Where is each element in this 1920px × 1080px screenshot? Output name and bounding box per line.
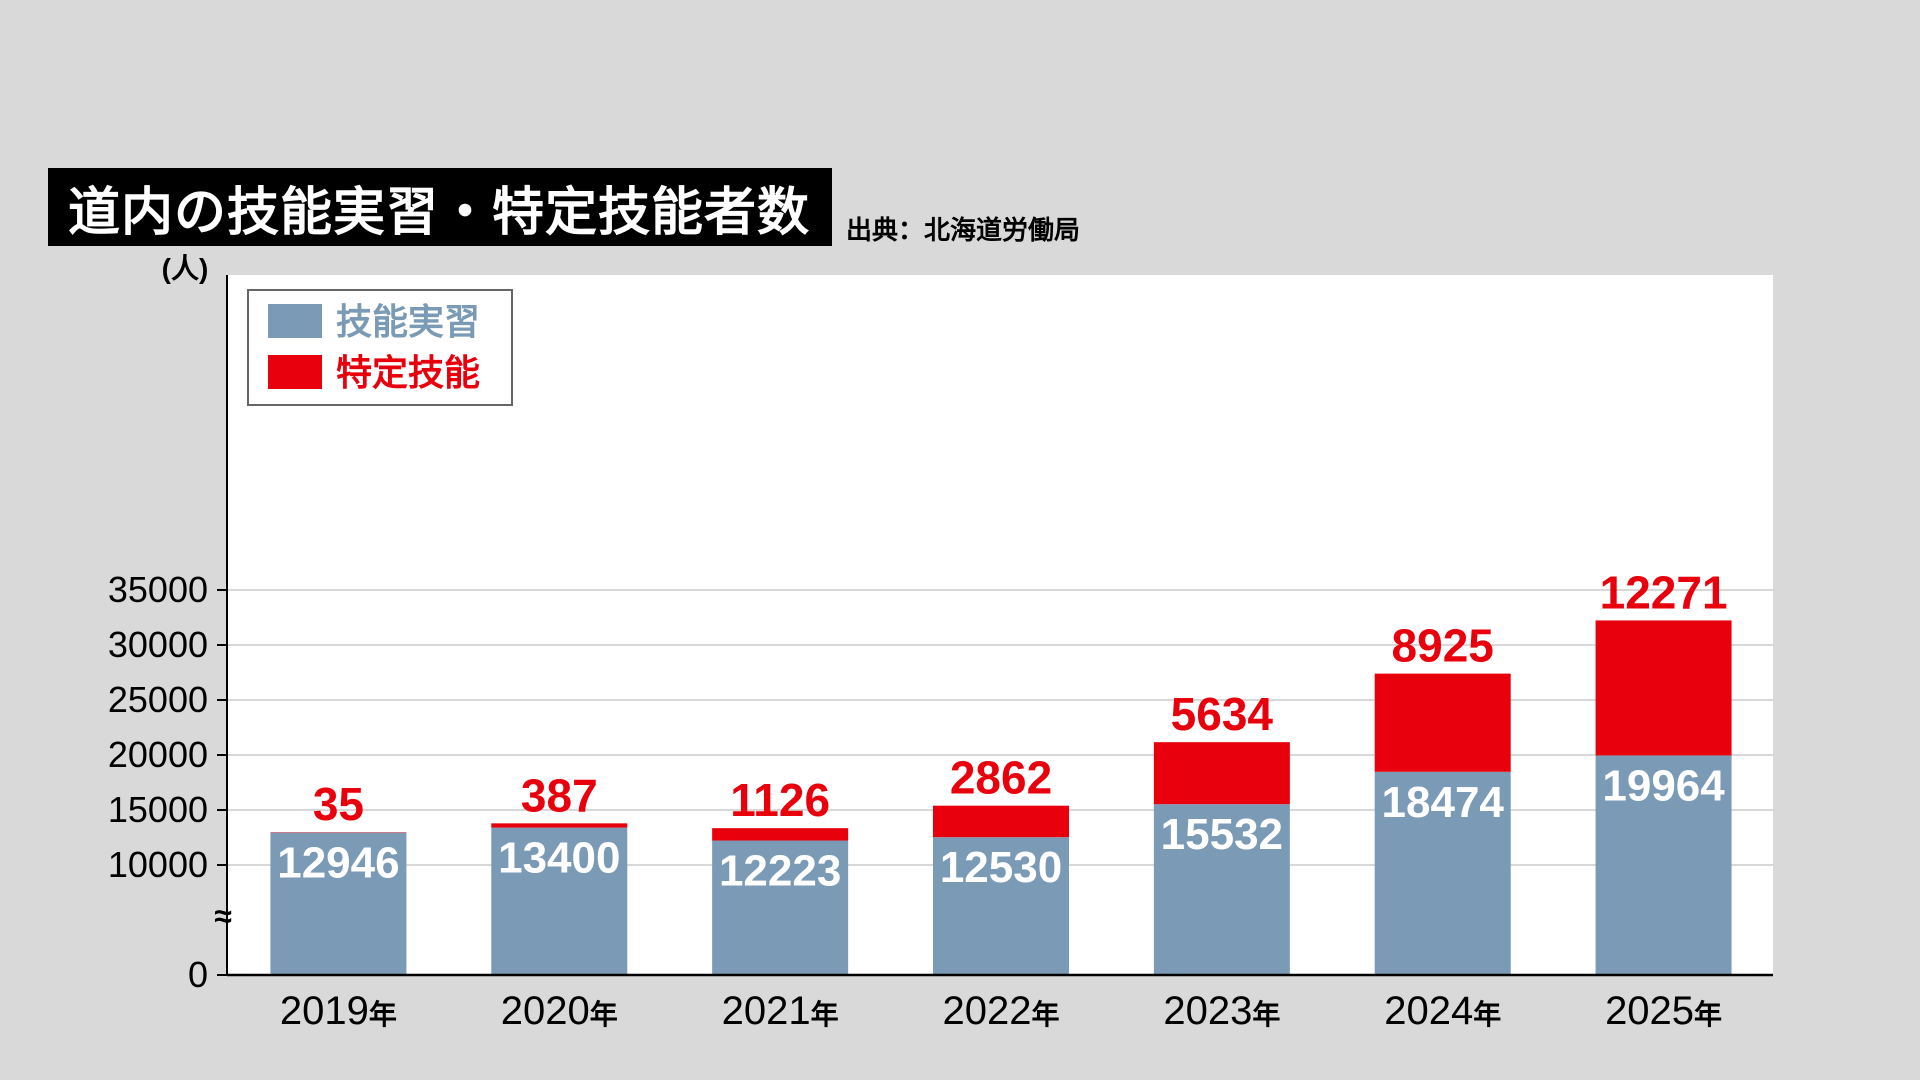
y-tick-label-10000: 10000 (108, 844, 208, 885)
bar-jinou-jisshu-2019 (270, 832, 407, 975)
y-tick-label-20000: 20000 (108, 734, 208, 775)
data-label-tokutei-ginou-2021: 1126 (730, 774, 830, 826)
data-label-tokutei-ginou-2019: 35 (313, 778, 364, 830)
x-tick-label-2020: 2020年 (501, 989, 618, 1033)
bar-tokutei-ginou-2021 (712, 828, 849, 841)
x-tick-label-2023: 2023年 (1163, 989, 1280, 1033)
bar-jinou-jisshu-2022 (933, 837, 1069, 975)
y-tick-labels: 0 10000 15000 20000 25000 30000 35000 (108, 569, 227, 995)
axes (226, 275, 1773, 977)
y-axis-unit-label: (人) (162, 253, 209, 284)
x-tick-label-2019: 2019年 (280, 989, 397, 1033)
legend-swatch-jinou-jisshu (268, 304, 322, 338)
legend-label-jinou-jisshu: 技能実習 (336, 301, 480, 342)
x-tick-label-2024: 2024年 (1384, 989, 1501, 1033)
x-tick-label-2021: 2021年 (722, 989, 839, 1033)
legend: 技能実習 特定技能 (247, 289, 513, 406)
chart-title: 道内の技能実習・特定技能者数 (68, 182, 811, 243)
y-tick-label-0: 0 (188, 954, 208, 995)
data-labels: 35 12946 387 13400 1126 12223 2862 12530 5634 155… (273, 566, 1730, 900)
bar-tokutei-ginou-2025 (1595, 620, 1732, 756)
bar-jinou-jisshu-2023 (1153, 804, 1290, 975)
data-label-tokutei-ginou-2022: 2862 (950, 752, 1052, 804)
data-label-jinou-jisshu-2019: 12946 (277, 839, 399, 888)
data-label-jinou-jisshu-2024: 18474 (1382, 778, 1505, 827)
chart-title-box: 道内の技能実習・特定技能者数 (48, 168, 833, 246)
y-tick-label-25000: 25000 (108, 679, 208, 720)
data-label-jinou-jisshu-2021: 12223 (719, 847, 841, 896)
data-label-jinou-jisshu-2022: 12530 (940, 843, 1062, 892)
bar-tokutei-ginou-2022 (933, 805, 1069, 838)
bar-tokutei-ginou-2024 (1374, 673, 1511, 772)
bar-jinou-jisshu-2020 (491, 827, 628, 975)
source-note: 出典：北海道労働局 (846, 216, 1081, 246)
bar-tokutei-ginou-2020 (491, 823, 628, 828)
axis-break-mark: ≈ (214, 898, 232, 934)
legend-label-tokutei-ginou: 特定技能 (336, 352, 480, 393)
data-label-tokutei-ginou-2020: 387 (521, 769, 598, 821)
x-tick-label-2022: 2022年 (943, 989, 1060, 1033)
bar-tokutei-ginou-2023 (1153, 742, 1290, 805)
x-tick-label-2025: 2025年 (1605, 989, 1722, 1033)
bars (270, 620, 1732, 975)
bar-jinou-jisshu-2024 (1374, 771, 1511, 975)
bar-jinou-jisshu-2025 (1595, 755, 1732, 975)
data-label-tokutei-ginou-2023: 5634 (1171, 688, 1274, 740)
data-label-jinou-jisshu-2023: 15532 (1161, 810, 1283, 859)
data-label-tokutei-ginou-2024: 8925 (1392, 620, 1494, 672)
y-tick-label-15000: 15000 (108, 789, 208, 830)
y-tick-label-30000: 30000 (108, 624, 208, 665)
legend-swatch-tokutei-ginou (268, 355, 322, 389)
data-label-jinou-jisshu-2025: 19964 (1602, 761, 1725, 810)
data-label-jinou-jisshu-2020: 13400 (498, 834, 620, 883)
y-tick-label-35000: 35000 (108, 569, 208, 610)
bar-jinou-jisshu-2021 (712, 840, 849, 975)
x-tick-labels: 2019年 2020年 2021年 2022年 2023年 2024年 2025年 (280, 989, 1722, 1033)
data-label-tokutei-ginou-2025: 12271 (1600, 566, 1728, 618)
